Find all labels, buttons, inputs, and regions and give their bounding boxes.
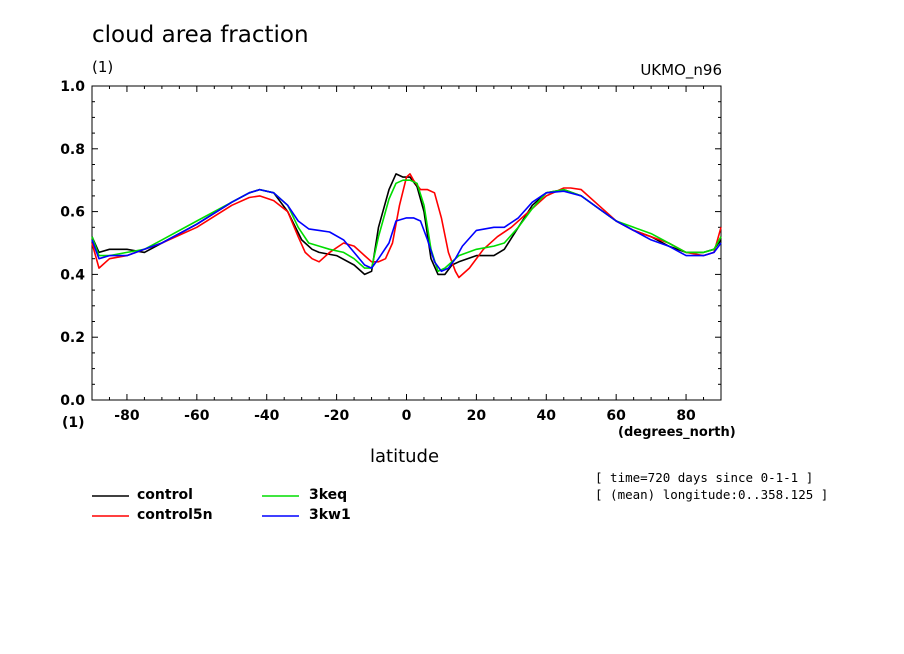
y-axis: 0.0 0.2 0.4 0.6 0.8 1.0 [60, 79, 721, 409]
x-tick-label: -20 [324, 408, 350, 424]
legend-label-3kw1: 3kw1 [309, 507, 351, 523]
y-tick-label: 0.6 [60, 205, 85, 221]
time-info: [ time=720 days since 0-1-1 ] [595, 470, 814, 485]
plot-frame [91, 85, 722, 401]
plot-border [91, 85, 722, 401]
legend-label-control5n: control5n [137, 507, 213, 523]
y-tick-label: 0.2 [60, 330, 85, 346]
series-lines [91, 173, 722, 279]
longitude-info: [ (mean) longitude:0..358.125 ] [595, 487, 829, 502]
x-tick-label: 60 [606, 408, 626, 424]
x-axis: -80 -60 -40 -20 0 20 40 60 80 [91, 86, 722, 424]
y-tick-label: 0.4 [60, 267, 85, 283]
y-tick-label: 0.8 [60, 142, 85, 158]
x-tick-label: -80 [114, 408, 140, 424]
x-axis-units-left: (1) [62, 415, 85, 431]
x-tick-label: 40 [537, 408, 557, 424]
x-axis-units: (degrees_north) [618, 425, 736, 440]
legend-label-control: control [137, 487, 193, 503]
x-tick-label: 0 [402, 408, 412, 424]
series-line-3kw1 [91, 188, 722, 273]
model-name: UKMO_n96 [640, 61, 722, 79]
x-tick-label: 80 [676, 408, 696, 424]
x-tick-label: 20 [467, 408, 487, 424]
chart-title: cloud area fraction [92, 22, 309, 48]
x-tick-label: -60 [184, 408, 210, 424]
x-tick-label: -40 [254, 408, 280, 424]
series-line-control5n [91, 173, 722, 279]
y-tick-label: 1.0 [60, 79, 85, 95]
legend-label-3keq: 3keq [309, 487, 348, 503]
y-units-label: (1) [92, 58, 114, 76]
y-tick-label: 0.0 [60, 393, 85, 409]
legend [92, 495, 299, 517]
x-axis-label: latitude [370, 446, 440, 467]
